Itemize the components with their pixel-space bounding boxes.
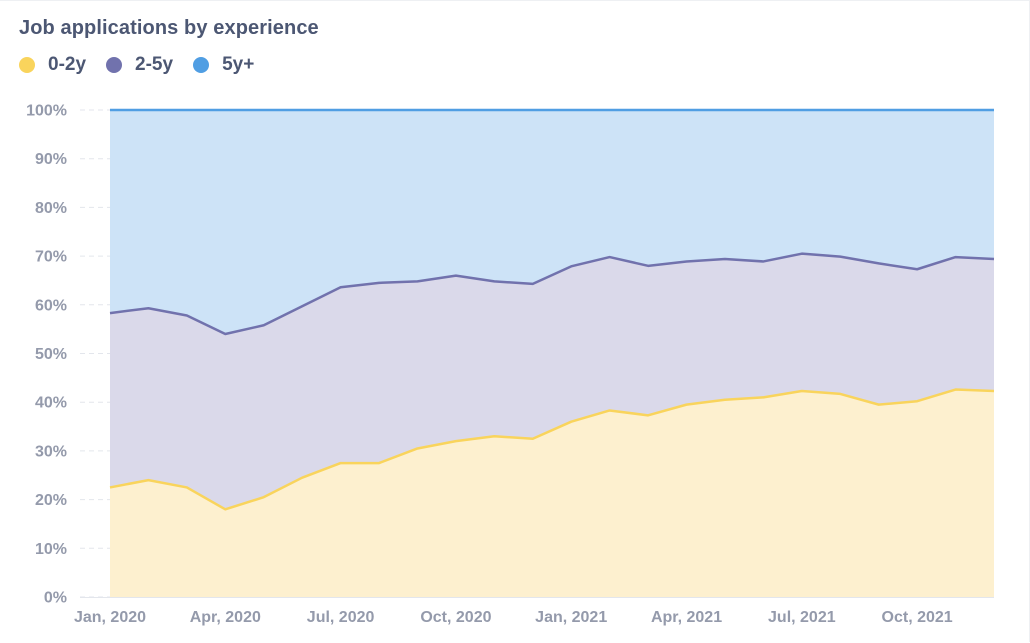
x-tick-label: Oct, 2021 (882, 609, 953, 626)
y-tick-label: 60% (35, 297, 67, 314)
y-tick-label: 40% (35, 395, 67, 412)
x-tick-label: Apr, 2020 (190, 609, 261, 626)
x-tick-label: Apr, 2021 (651, 609, 722, 626)
y-tick-label: 30% (35, 443, 67, 460)
x-tick-label: Jan, 2020 (74, 609, 146, 626)
y-tick-label: 50% (35, 346, 67, 363)
legend-dot-5y-plus (193, 57, 210, 73)
area-0-2y (110, 389, 994, 597)
legend-label-5y-plus: 5y+ (222, 54, 255, 75)
legend-label-2-5y: 2-5y (135, 54, 174, 75)
legend-item-2-5y[interactable]: 2-5y (106, 54, 173, 76)
y-tick-label: 90% (35, 151, 67, 168)
chart-legend: 0-2y 2-5y 5y+ (19, 54, 274, 76)
x-tick-label: Jul, 2020 (307, 609, 375, 626)
legend-item-5y-plus[interactable]: 5y+ (193, 54, 254, 76)
y-tick-label: 100% (26, 103, 67, 120)
legend-item-0-2y[interactable]: 0-2y (19, 54, 86, 76)
x-tick-label: Jan, 2021 (535, 609, 607, 626)
area-5y-plus (110, 110, 994, 335)
line-0-2y (109, 388, 995, 511)
legend-dot-2-5y (106, 57, 123, 73)
y-tick-label: 10% (35, 541, 67, 558)
chart-title: Job applications by experience (19, 17, 319, 39)
y-tick-label: 80% (35, 200, 67, 217)
y-tick-label: 70% (35, 249, 67, 266)
legend-dot-0-2y (19, 57, 35, 73)
area-2-5y (110, 253, 994, 510)
y-tick-label: 20% (35, 492, 67, 509)
line-2-5y (109, 252, 995, 336)
y-tick-label: 0% (44, 590, 67, 607)
x-tick-label: Jul, 2021 (768, 609, 836, 626)
x-tick-label: Oct, 2020 (420, 609, 491, 626)
legend-label-0-2y: 0-2y (48, 54, 87, 75)
